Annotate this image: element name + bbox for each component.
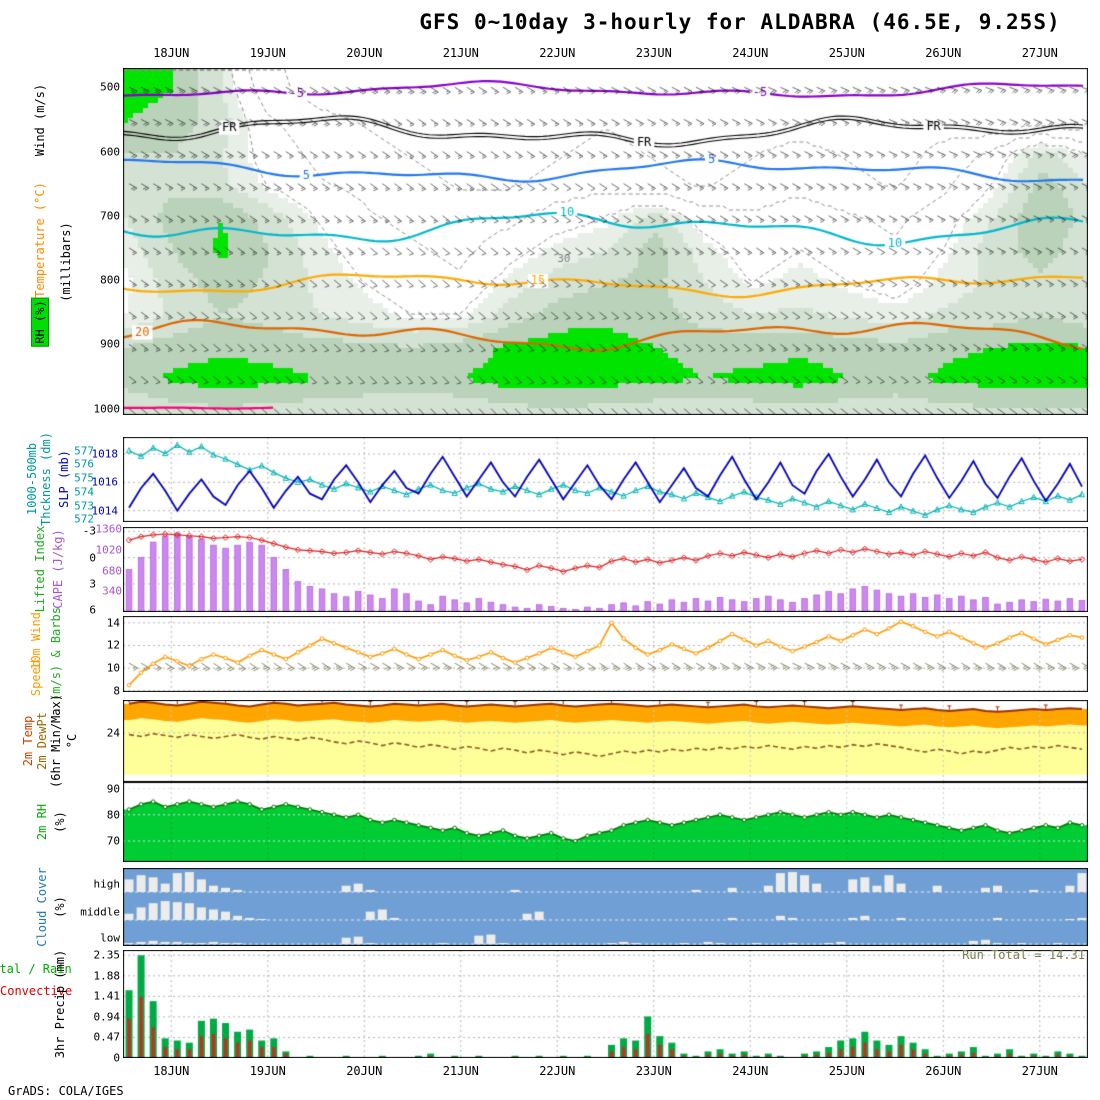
date-label: 23JUN: [635, 46, 672, 60]
tick-label: 1014: [91, 504, 119, 518]
dewpt-axis-title: 2m DewPt: [35, 712, 49, 770]
date-label: 27JUN: [1021, 46, 1058, 60]
tick-label: 14: [106, 616, 120, 630]
date-label: 23JUN: [635, 1064, 672, 1078]
wind10m-panel: [123, 616, 1088, 692]
tick-label: 340: [102, 584, 122, 598]
tick-label: high: [93, 877, 121, 891]
upper-wind-axis-title: Wind (m/s): [33, 83, 47, 157]
date-label: 25JUN: [828, 46, 865, 60]
x-axis-top: 18JUN 19JUN 20JUN 21JUN 22JUN 23JUN 24JUN 25JUN…: [0, 46, 1100, 62]
temp2m-axis-title: 2m Temp: [21, 715, 35, 767]
page-title: GFS 0~10day 3-hourly for ALDABRA (46.5E,…: [419, 10, 1061, 34]
tick-label: 1.88: [93, 969, 121, 983]
degc-axis-title: °C: [65, 733, 79, 749]
tick-label: 12: [106, 638, 120, 652]
date-label: 26JUN: [925, 46, 962, 60]
lifted-index-axis-title: Lifted Index: [33, 525, 47, 613]
thickness-axis-title-2: Thckness (dm): [39, 432, 53, 526]
minmax-axis-title: (6hr Min/Max): [49, 694, 63, 788]
wind10m-axis-title-3: (m/s) & Barbs: [49, 607, 63, 701]
date-label: 18JUN: [153, 46, 190, 60]
rh2m-axis-title: 2m RH: [35, 803, 49, 841]
tick-label: middle: [80, 905, 120, 919]
precip-panel: [123, 950, 1088, 1058]
slp-thickness-panel: [123, 437, 1088, 522]
date-label: 25JUN: [828, 1064, 865, 1078]
tick-label: 600: [100, 145, 120, 159]
precip-axis-title: 3hr Precip (mm): [53, 949, 67, 1059]
tick-label: 8: [113, 684, 120, 698]
date-label: 27JUN: [1021, 1064, 1058, 1078]
tick-label: 0.47: [93, 1030, 121, 1044]
tick-label: 1000: [93, 402, 121, 416]
x-axis-bottom: 18JUN 19JUN 20JUN 21JUN 22JUN 23JUN 24JUN 25JUN…: [0, 1064, 1100, 1080]
date-label: 22JUN: [539, 46, 576, 60]
cloud-percent-title: (%): [53, 896, 67, 918]
tick-label: 70: [106, 834, 120, 848]
precip-convective-label: Convective: [0, 984, 73, 998]
upper-rh-axis-title: RH (%): [31, 297, 49, 347]
wind10m-axis-title-2: Speed: [29, 659, 43, 697]
tick-label: 500: [100, 80, 120, 94]
tick-label: 1016: [91, 475, 119, 489]
cloud-cover-panel: [123, 868, 1088, 946]
tick-label: 80: [106, 808, 120, 822]
date-label: 20JUN: [346, 46, 383, 60]
tick-label: 10: [106, 661, 120, 675]
date-label: 24JUN: [732, 46, 769, 60]
tick-label: 90: [106, 782, 120, 796]
date-label: 20JUN: [346, 1064, 383, 1078]
thickness-axis-title-1: 1000-500mb: [25, 442, 39, 516]
slp-axis-title: SLP (mb): [57, 450, 71, 508]
cloud-cover-axis-title: Cloud Cover: [35, 867, 49, 947]
grads-credit: GrADS: COLA/IGES: [8, 1084, 124, 1098]
date-label: 21JUN: [442, 46, 479, 60]
tick-label: 800: [100, 273, 120, 287]
date-label: 21JUN: [442, 1064, 479, 1078]
date-label: 19JUN: [249, 1064, 286, 1078]
date-label: 18JUN: [153, 1064, 190, 1078]
millibars-axis-title: (millibars): [59, 222, 73, 302]
rh2m-percent-title: (%): [53, 811, 67, 833]
upper-temperature-axis-title: Temperature (°C): [33, 182, 47, 298]
date-label: 26JUN: [925, 1064, 962, 1078]
tick-label: 0.94: [93, 1010, 121, 1024]
tick-label: 1.41: [93, 989, 121, 1003]
upper-air-panel: [123, 68, 1088, 415]
tick-label: 680: [102, 564, 122, 578]
tick-label: 900: [100, 337, 120, 351]
cape-axis-title: CAPE (J/kg): [51, 529, 65, 609]
run-total-label: Run Total = 14.31: [962, 948, 1085, 962]
date-label: 22JUN: [539, 1064, 576, 1078]
tick-label: 2.35: [93, 948, 121, 962]
date-label: 24JUN: [732, 1064, 769, 1078]
rh2m-panel: [123, 782, 1088, 862]
precip-total-rain-label: Total / Rain: [0, 962, 72, 976]
temp2m-panel: [123, 700, 1088, 782]
cape-li-panel: [123, 527, 1088, 612]
date-label: 19JUN: [249, 46, 286, 60]
tick-label: 0: [113, 1051, 120, 1065]
tick-label: 1020: [95, 543, 123, 557]
tick-label: low: [100, 931, 120, 945]
tick-label: 700: [100, 209, 120, 223]
tick-label: 1018: [91, 447, 119, 461]
tick-label: 1360: [95, 522, 123, 536]
